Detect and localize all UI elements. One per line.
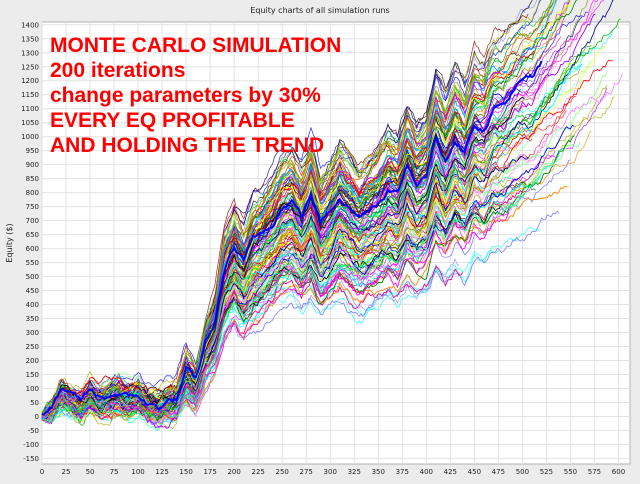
- x-tick-label: 100: [131, 468, 144, 476]
- x-tick-label: 75: [110, 468, 119, 476]
- y-tick-label: 600: [26, 245, 39, 253]
- simulation-series: [41, 0, 623, 432]
- y-tick-label: 450: [26, 287, 39, 295]
- chart-title: Equity charts of all simulation runs: [250, 6, 389, 15]
- x-tick-label: 325: [348, 468, 361, 476]
- y-tick-label: 1400: [21, 21, 39, 29]
- y-tick-label: 100: [26, 385, 39, 393]
- simulation-run-line: [41, 61, 468, 420]
- y-tick-label: 750: [26, 203, 39, 211]
- annotation-line-3: change parameters by 30%: [50, 84, 321, 107]
- y-tick-label: -100: [23, 441, 39, 449]
- x-tick-label: 550: [564, 468, 577, 476]
- highlighted-series: [41, 60, 543, 416]
- x-tick-label: 275: [300, 468, 313, 476]
- simulation-run-line: [41, 250, 500, 425]
- simulation-run-line: [41, 86, 465, 417]
- x-tick-label: 50: [86, 468, 95, 476]
- x-tick-label: 400: [420, 468, 433, 476]
- y-tick-label: 350: [26, 315, 39, 323]
- y-tick-label: 1100: [21, 105, 39, 113]
- x-tick-label: 475: [492, 468, 505, 476]
- y-tick-label: 850: [26, 175, 39, 183]
- x-tick-label: 150: [179, 468, 192, 476]
- x-tick-label: 225: [251, 468, 264, 476]
- x-tick-label: 525: [540, 468, 553, 476]
- simulation-run-line: [41, 96, 525, 414]
- axis-tick-labels: 0 25 50 75 100 125 150 175 200 225 250 275 300 325 350…: [21, 21, 625, 476]
- y-tick-label: 550: [26, 259, 39, 267]
- simulation-run-line: [41, 149, 487, 423]
- y-tick-label: 150: [26, 371, 39, 379]
- y-tick-label: 250: [26, 343, 39, 351]
- y-tick-label: 800: [26, 189, 39, 197]
- y-tick-label: 1200: [21, 77, 39, 85]
- simulation-run-line: [41, 175, 541, 423]
- annotation-line-1: MONTE CARLO SIMULATION: [50, 34, 341, 57]
- y-tick-label: 400: [26, 301, 39, 309]
- x-tick-label: 250: [276, 468, 289, 476]
- y-tick-label: 1350: [21, 35, 39, 43]
- annotation-line-5: AND HOLDING THE TREND: [50, 134, 324, 157]
- x-tick-label: 575: [588, 468, 601, 476]
- simulation-run-line: [41, 92, 494, 418]
- x-tick-label: 125: [155, 468, 168, 476]
- simulation-run-line: [41, 188, 529, 423]
- x-tick-label: 425: [444, 468, 457, 476]
- y-tick-label: 1300: [21, 49, 39, 57]
- simulation-run-line: [41, 71, 490, 417]
- simulation-run-line: [41, 173, 483, 422]
- simulation-run-line: [41, 226, 540, 426]
- y-tick-label: 1050: [21, 119, 39, 127]
- simulation-run-line: [41, 63, 583, 420]
- simulation-run-line: [41, 141, 581, 422]
- simulation-run-line: [41, 185, 569, 421]
- highlighted-run-line: [41, 60, 543, 416]
- y-tick-label: 900: [26, 161, 39, 169]
- y-tick-label: 300: [26, 329, 39, 337]
- y-tick-label: 700: [26, 217, 39, 225]
- x-tick-label: 0: [40, 468, 44, 476]
- y-tick-label: 1150: [21, 91, 39, 99]
- simulation-run-line: [41, 0, 540, 418]
- x-tick-label: 25: [62, 468, 71, 476]
- x-tick-label: 450: [468, 468, 481, 476]
- simulation-run-line: [41, 0, 571, 418]
- simulation-run-line: [41, 212, 510, 420]
- y-tick-label: 500: [26, 273, 39, 281]
- simulation-run-line: [41, 50, 535, 420]
- x-tick-label: 175: [203, 468, 216, 476]
- simulation-run-line: [41, 13, 596, 429]
- simulation-run-line: [41, 210, 560, 425]
- x-tick-label: 200: [227, 468, 240, 476]
- y-tick-label: 50: [30, 399, 39, 407]
- x-tick-label: 375: [396, 468, 409, 476]
- x-tick-label: 300: [324, 468, 337, 476]
- x-tick-label: 600: [612, 468, 625, 476]
- x-tick-label: 350: [372, 468, 385, 476]
- simulation-run-line: [42, 0, 533, 420]
- annotation-line-4: EVERY EQ PROFITABLE: [50, 109, 295, 132]
- y-tick-label: 650: [26, 231, 39, 239]
- annotation-line-2: 200 iterations: [50, 59, 185, 82]
- y-tick-label: 1250: [21, 63, 39, 71]
- y-tick-label: -50: [28, 427, 39, 435]
- y-tick-label: 950: [26, 147, 39, 155]
- y-tick-label: -150: [23, 455, 39, 463]
- annotation-block: MONTE CARLO SIMULATION 200 iterations ch…: [50, 34, 341, 157]
- y-axis-label: Equity ($): [5, 223, 14, 262]
- y-tick-label: 1000: [21, 133, 39, 141]
- y-tick-label: 0: [35, 413, 39, 421]
- y-tick-label: 200: [26, 357, 39, 365]
- x-tick-label: 500: [516, 468, 529, 476]
